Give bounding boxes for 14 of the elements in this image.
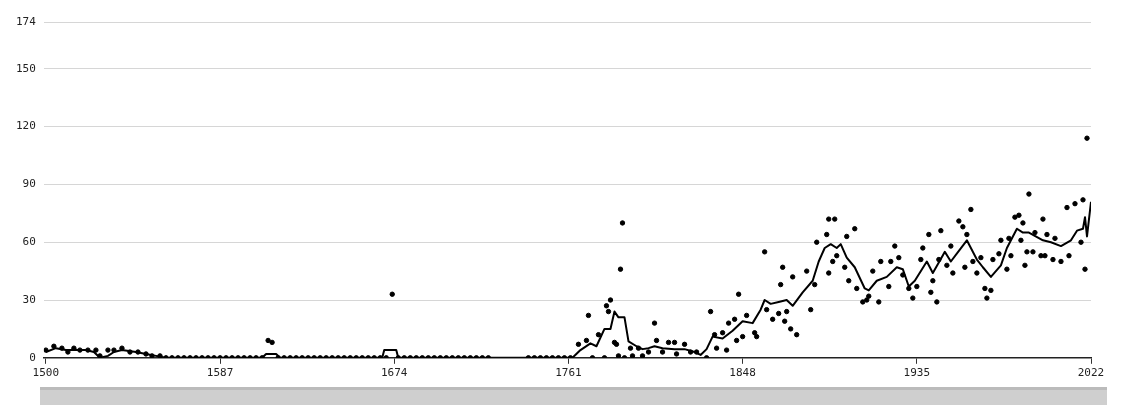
y-tick-label: 90 <box>22 177 36 191</box>
y-tick-label: 30 <box>22 292 36 306</box>
x-tick-label: 1587 <box>206 366 234 380</box>
y-tick-label: 60 <box>22 235 36 249</box>
x-tick-label: 1935 <box>903 366 931 380</box>
y-tick-label: 0 <box>29 350 36 364</box>
y-tick-label: 150 <box>15 61 36 75</box>
y-tick-label: 120 <box>15 119 36 133</box>
x-tick-label: 1674 <box>381 366 408 380</box>
y-tick-label: 174 <box>15 15 37 29</box>
x-tick-label: 2022 <box>1077 366 1105 380</box>
x-tick-label: 1848 <box>729 366 756 380</box>
x-tick-label: 1761 <box>555 366 582 380</box>
x-tick-label: 1500 <box>32 366 60 380</box>
